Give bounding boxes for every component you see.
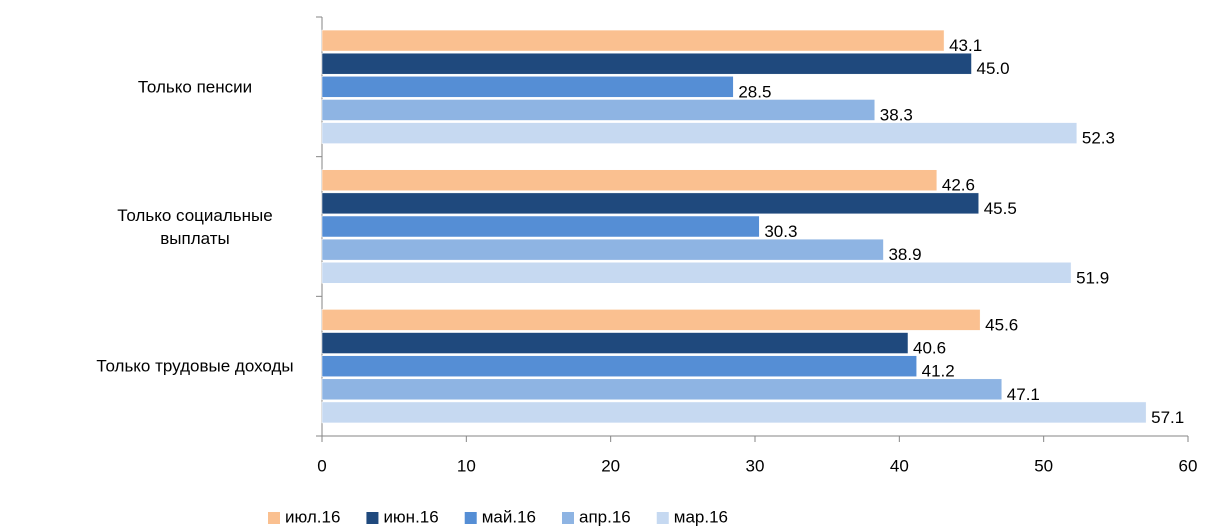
legend-swatch [656, 512, 669, 524]
bar [321, 355, 917, 377]
category-label: Только трудовые доходы [96, 356, 294, 376]
legend-label: май.16 [482, 507, 536, 526]
x-tick-label: 0 [317, 456, 326, 475]
data-label: 38.3 [880, 105, 913, 124]
data-label: 30.3 [764, 222, 797, 241]
x-tick-label: 30 [746, 456, 765, 475]
data-label: 45.5 [984, 199, 1017, 218]
bar [321, 309, 981, 331]
data-label: 43.1 [949, 36, 982, 55]
category-label: Только пенсии [137, 77, 253, 97]
legend-swatch [366, 512, 379, 524]
data-label: 40.6 [913, 339, 946, 358]
legend-swatch [464, 512, 477, 524]
bar [321, 169, 938, 191]
x-tick-label: 50 [1034, 456, 1053, 475]
data-label: 38.9 [888, 245, 921, 264]
bar [321, 262, 1072, 284]
legend-swatch [268, 512, 280, 524]
x-tick-label: 60 [1179, 456, 1198, 475]
data-label: 45.6 [985, 315, 1018, 334]
legend-label: июл.16 [285, 507, 340, 526]
category-label: Только социальные выплаты [117, 205, 273, 248]
data-label: 41.2 [922, 362, 955, 381]
bar [321, 52, 972, 75]
bar [321, 29, 945, 52]
bar [321, 332, 909, 354]
legend-label: мар.16 [674, 507, 728, 526]
x-tick-label: 40 [890, 456, 909, 475]
data-label: 28.5 [738, 82, 771, 101]
legend-label: июн.16 [383, 507, 438, 526]
x-tick-label: 10 [457, 456, 476, 475]
bar [321, 99, 876, 121]
bar [321, 76, 734, 98]
legend-swatch [562, 512, 574, 524]
data-label: 42.6 [942, 176, 975, 195]
legend-label: апр.16 [579, 507, 631, 526]
data-label: 51.9 [1076, 268, 1109, 287]
bar [321, 238, 884, 261]
x-tick-label: 20 [601, 456, 620, 475]
bar [321, 122, 1078, 144]
bar [321, 401, 1147, 424]
data-label: 47.1 [1007, 385, 1040, 404]
bar [321, 378, 1003, 401]
data-label: 45.0 [977, 59, 1010, 78]
data-label: 57.1 [1151, 408, 1184, 427]
bar [321, 215, 760, 238]
bar [321, 192, 979, 215]
data-label: 52.3 [1082, 129, 1115, 148]
